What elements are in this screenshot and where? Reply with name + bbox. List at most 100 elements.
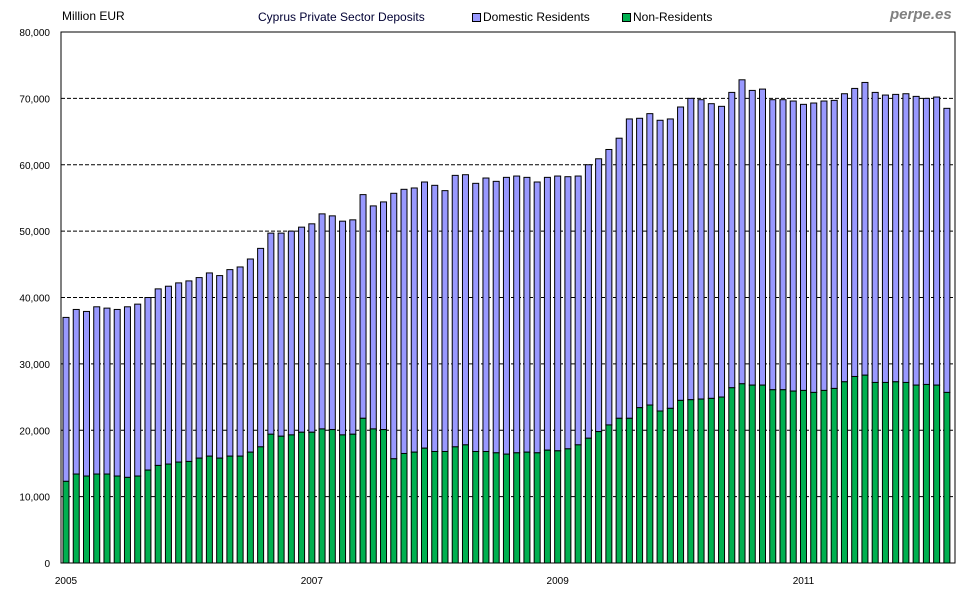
bar-domestic [738,79,746,385]
bar-nonres [472,450,480,564]
bar-domestic [656,119,664,412]
bar-domestic [902,93,910,383]
bar-nonres [646,404,654,564]
bar-domestic [615,137,623,419]
bar-nonres [277,435,285,564]
bar-nonres [328,429,336,564]
bar-domestic [226,269,234,457]
bar-nonres [554,450,562,564]
bar-nonres [287,434,295,564]
bar-nonres [595,431,603,564]
bar-domestic [513,175,521,454]
bar-nonres [441,450,449,564]
legend-swatch-nonres [622,12,631,22]
bar-domestic [912,95,920,386]
bar-nonres [543,449,551,564]
bar-domestic [82,310,90,477]
y-tick-label: 70,000 [19,94,50,105]
bar-nonres [318,428,326,564]
bar-domestic [943,107,951,393]
bar-domestic [410,187,418,453]
legend-swatch-domestic [472,12,481,22]
bar-domestic [318,213,326,430]
x-tick-label: 2009 [547,576,570,587]
bar-domestic [810,102,818,393]
bar-nonres [154,464,162,564]
bar-domestic [185,280,193,462]
bar-domestic [892,93,900,383]
y-tick-label: 0 [44,559,50,570]
bar-nonres [707,397,715,564]
bar-domestic [164,285,172,465]
bar-nonres [677,399,685,564]
bar-nonres [380,429,388,564]
bar-domestic [728,91,736,389]
bar-nonres [799,389,807,564]
bar-domestic [461,174,469,446]
bar-nonres [390,458,398,564]
bar-domestic [195,277,203,459]
bar-nonres [687,399,695,564]
bar-domestic [236,266,244,457]
bar-nonres [216,457,224,564]
bar-domestic [759,88,767,386]
bar-domestic [789,100,797,392]
bar-nonres [933,384,941,564]
bar-domestic [543,176,551,451]
bar-domestic [687,97,695,401]
bar-domestic [359,194,367,419]
bar-nonres [564,448,572,564]
bar-domestic [861,81,869,376]
bar-domestic [144,297,152,471]
bar-domestic [595,158,603,433]
bar-domestic [216,275,224,459]
x-tick-label: 2011 [793,576,815,587]
bar-domestic [113,308,121,477]
bar-nonres [400,452,408,564]
bar-domestic [554,175,562,452]
bar-domestic [472,182,480,452]
bar-nonres [246,451,254,564]
bar-nonres [492,452,500,564]
bar-domestic [636,117,644,409]
bar-domestic [584,164,592,439]
bar-domestic [646,113,654,406]
bar-domestic [175,282,183,463]
bar-domestic [93,306,101,475]
bar-domestic [677,106,685,401]
bar-nonres [605,424,613,564]
bar-nonres [226,455,234,564]
bar-domestic [820,100,828,391]
bar-domestic [769,99,777,391]
bar-nonres [666,407,674,564]
bar-nonres [72,473,80,564]
bar-nonres [851,375,859,564]
bar-domestic [502,176,510,455]
legend-label-nonres: Non-Residents [633,10,713,24]
bar-domestic [605,148,613,426]
bar-domestic [871,91,879,383]
y-tick-label: 80,000 [19,28,50,39]
bar-domestic [697,99,705,400]
bar-domestic [431,184,439,452]
bar-nonres [881,381,889,564]
bar-nonres [349,433,357,564]
bar-domestic [246,258,254,453]
bar-domestic [380,201,388,431]
legend-label-domestic: Domestic Residents [483,10,590,24]
bar-nonres [830,387,838,564]
x-tick-label: 2005 [55,576,78,587]
bar-domestic [103,307,111,475]
bar-domestic [287,230,295,436]
bar-domestic [451,174,459,448]
bar-domestic [830,99,838,389]
bar-nonres [298,431,306,564]
bar-domestic [154,288,162,466]
bar-nonres [420,447,428,564]
bar-nonres [728,387,736,564]
bar-nonres [871,381,879,564]
bar-domestic [134,303,142,477]
bar-nonres [769,389,777,564]
bar-nonres [82,475,90,564]
